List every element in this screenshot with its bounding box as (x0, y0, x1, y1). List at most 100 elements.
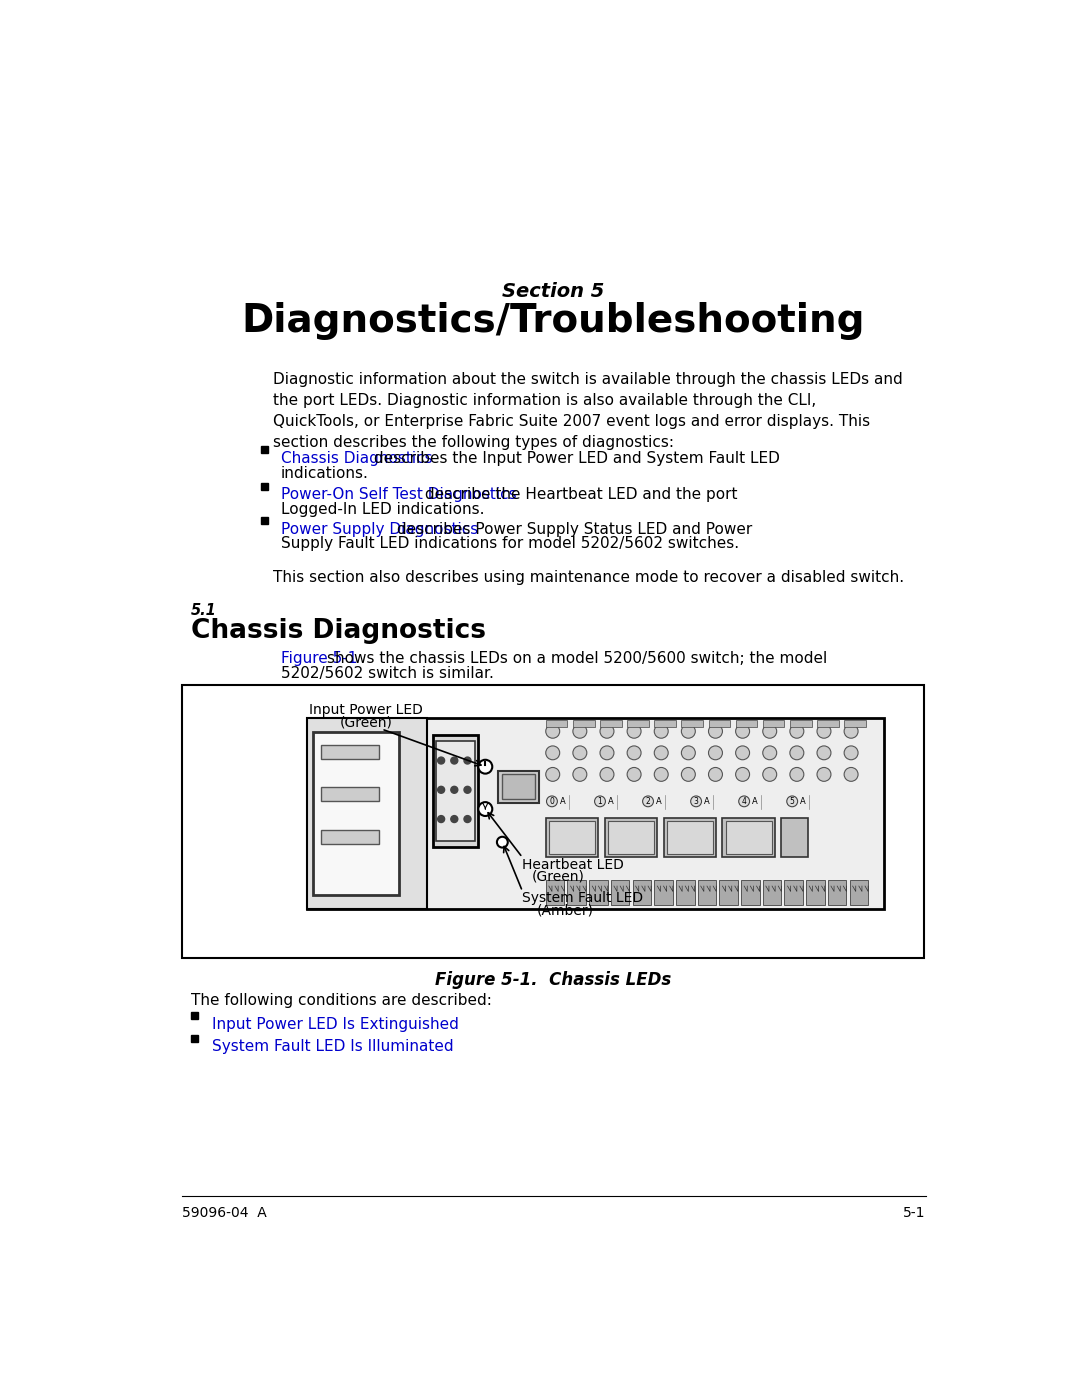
Circle shape (816, 767, 831, 781)
Bar (741, 880, 759, 904)
Bar (806, 880, 825, 904)
Bar (321, 745, 379, 759)
Circle shape (786, 796, 798, 806)
Circle shape (437, 787, 445, 793)
Circle shape (600, 767, 613, 781)
Text: Power-On Self Test Diagnostics: Power-On Self Test Diagnostics (281, 488, 516, 502)
Bar (708, 719, 730, 728)
Bar (663, 819, 716, 856)
Text: Power Supply Diagnostics: Power Supply Diagnostics (281, 522, 478, 536)
Text: A: A (752, 796, 758, 806)
Circle shape (627, 725, 642, 738)
Text: Chassis Diagnostics: Chassis Diagnostics (281, 451, 432, 467)
Bar (816, 719, 839, 728)
Bar (666, 821, 713, 854)
Bar (698, 880, 716, 904)
Bar (321, 788, 379, 802)
Circle shape (450, 757, 458, 764)
Text: (Amber): (Amber) (537, 904, 593, 918)
Bar (436, 742, 475, 841)
Circle shape (464, 816, 471, 823)
Circle shape (816, 725, 831, 738)
Circle shape (691, 796, 702, 806)
Circle shape (762, 767, 777, 781)
Text: Logged-In LED indications.: Logged-In LED indications. (281, 502, 484, 517)
Circle shape (816, 746, 831, 760)
Text: 1: 1 (597, 796, 603, 806)
Text: 5: 5 (789, 796, 795, 806)
Text: 5.1: 5.1 (191, 602, 217, 617)
Text: Diagnostic information about the switch is available through the chassis LEDs an: Diagnostic information about the switch … (273, 372, 903, 450)
Text: 5202/5602 switch is similar.: 5202/5602 switch is similar. (281, 666, 494, 680)
Bar (567, 880, 586, 904)
Text: (Green): (Green) (339, 715, 392, 729)
Text: This section also describes using maintenance mode to recover a disabled switch.: This section also describes using mainte… (273, 570, 904, 584)
Circle shape (450, 816, 458, 823)
Text: describes Power Supply Status LED and Power: describes Power Supply Status LED and Po… (392, 522, 753, 536)
Bar (676, 880, 694, 904)
Circle shape (572, 746, 586, 760)
Text: Figure 5-1: Figure 5-1 (281, 651, 357, 666)
Text: (Green): (Green) (531, 870, 584, 884)
Text: 2: 2 (646, 796, 650, 806)
Text: 59096-04  A: 59096-04 A (181, 1206, 267, 1220)
Text: Input Power LED: Input Power LED (309, 703, 423, 717)
Circle shape (735, 746, 750, 760)
Circle shape (762, 746, 777, 760)
Text: A: A (559, 796, 566, 806)
Circle shape (739, 796, 750, 806)
Circle shape (845, 725, 859, 738)
Text: A: A (704, 796, 710, 806)
Circle shape (708, 746, 723, 760)
Circle shape (600, 746, 613, 760)
Bar (307, 718, 428, 909)
Text: Diagnostics/Troubleshooting: Diagnostics/Troubleshooting (242, 302, 865, 341)
Text: A: A (656, 796, 662, 806)
Text: describes the Input Power LED and System Fault LED: describes the Input Power LED and System… (369, 451, 780, 467)
Bar (261, 447, 268, 453)
Bar (654, 880, 673, 904)
Circle shape (545, 767, 559, 781)
Bar (735, 719, 757, 728)
Bar (545, 880, 565, 904)
Text: Section 5: Section 5 (502, 282, 605, 300)
Text: Input Power LED Is Extinguished: Input Power LED Is Extinguished (213, 1017, 459, 1032)
Bar (627, 719, 649, 728)
Circle shape (708, 725, 723, 738)
Bar (762, 719, 784, 728)
Circle shape (572, 767, 586, 781)
Circle shape (789, 767, 804, 781)
Circle shape (762, 725, 777, 738)
Circle shape (437, 757, 445, 764)
Bar (313, 732, 399, 895)
Bar (502, 774, 535, 799)
Text: Supply Fault LED indications for model 5202/5602 switches.: Supply Fault LED indications for model 5… (281, 536, 739, 552)
Circle shape (681, 746, 696, 760)
Bar (781, 819, 808, 856)
Text: 5-1: 5-1 (903, 1206, 926, 1220)
Bar (789, 719, 811, 728)
Circle shape (654, 725, 669, 738)
Bar (633, 880, 651, 904)
Circle shape (464, 757, 471, 764)
Bar (499, 771, 539, 803)
Text: The following conditions are described:: The following conditions are described: (191, 993, 491, 1009)
Bar (181, 685, 924, 958)
Circle shape (572, 725, 586, 738)
Bar (545, 719, 567, 728)
Text: 3: 3 (693, 796, 699, 806)
Circle shape (595, 796, 606, 806)
Circle shape (789, 725, 804, 738)
Bar (307, 718, 885, 909)
Bar (845, 719, 866, 728)
Circle shape (643, 796, 653, 806)
Circle shape (546, 796, 557, 806)
Circle shape (845, 746, 859, 760)
Bar (784, 880, 804, 904)
Circle shape (450, 787, 458, 793)
Circle shape (654, 746, 669, 760)
Text: shows the chassis LEDs on a model 5200/5600 switch; the model: shows the chassis LEDs on a model 5200/5… (327, 651, 827, 666)
Bar (261, 482, 268, 489)
Bar (726, 821, 772, 854)
Bar (654, 719, 676, 728)
